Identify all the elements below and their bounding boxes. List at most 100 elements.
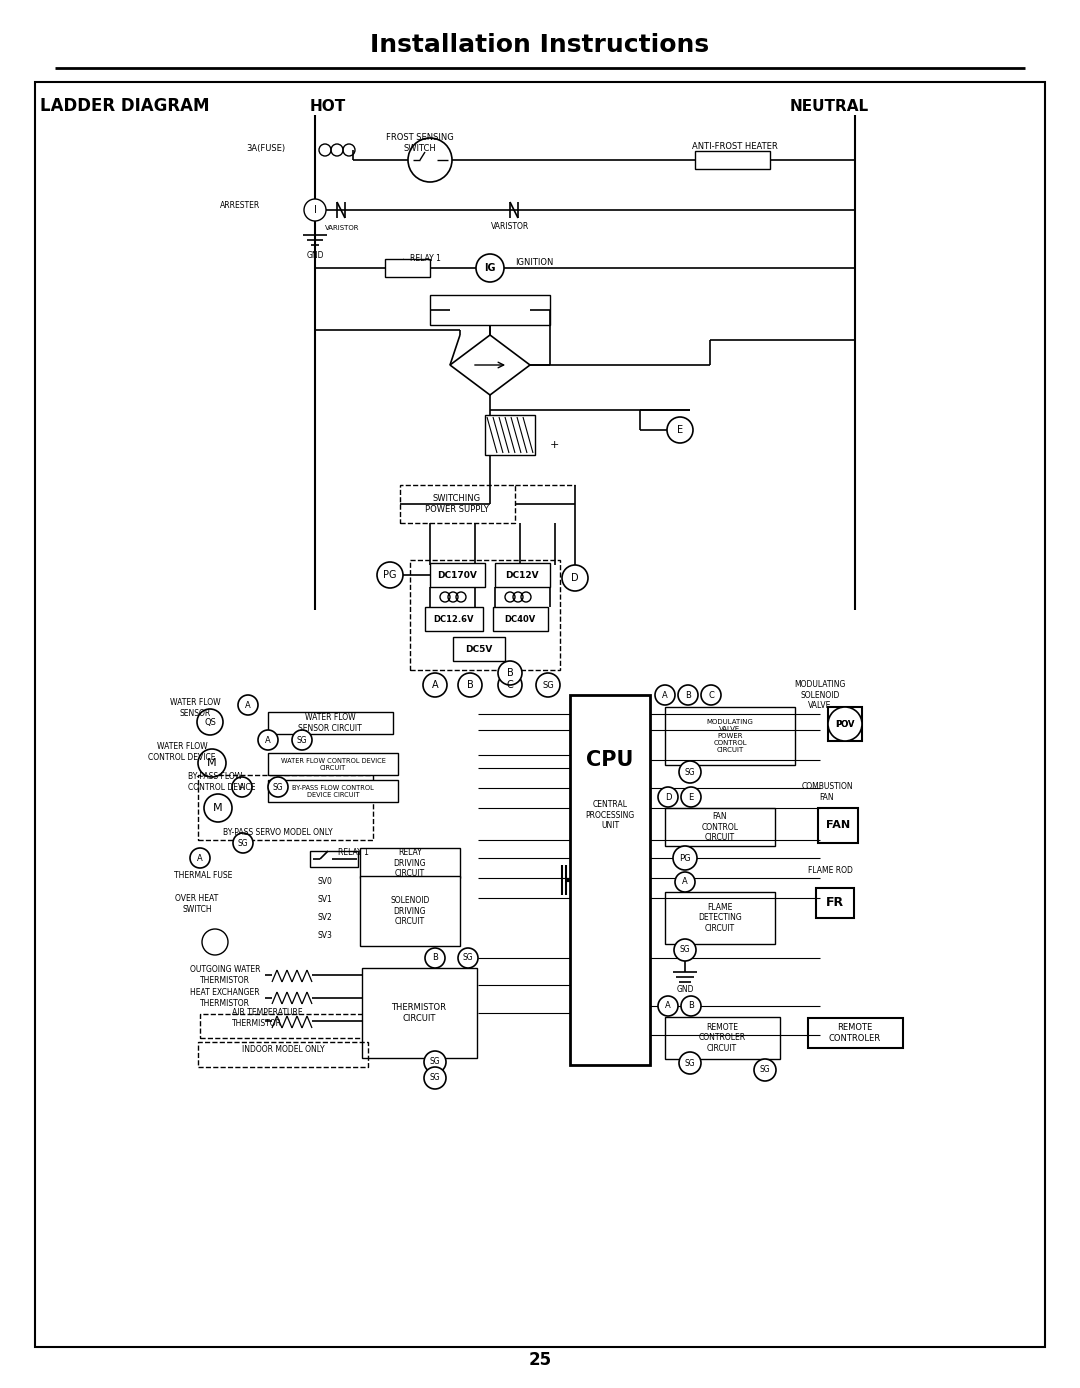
Circle shape: [681, 787, 701, 806]
Text: GND: GND: [676, 985, 693, 994]
Circle shape: [238, 695, 258, 715]
Bar: [400, 484, 515, 523]
Text: IGNITION: IGNITION: [515, 258, 553, 266]
Bar: [360, 848, 460, 879]
Text: REMOTE
CONTROLER
CIRCUIT: REMOTE CONTROLER CIRCUIT: [699, 1023, 745, 1053]
Text: A: A: [245, 701, 251, 709]
Text: RELAY 1: RELAY 1: [338, 848, 369, 856]
Circle shape: [204, 794, 232, 822]
Text: VARISTOR: VARISTOR: [491, 222, 529, 230]
Text: THERMISTOR
CIRCUIT: THERMISTOR CIRCUIT: [391, 1004, 446, 1023]
Bar: [570, 695, 650, 1065]
Text: B: B: [685, 690, 691, 700]
Bar: [198, 775, 373, 840]
Text: IG: IG: [484, 262, 496, 273]
Bar: [816, 888, 854, 917]
Text: AIR TEMPERATURE
THERMISTOR: AIR TEMPERATURE THERMISTOR: [232, 1008, 302, 1027]
Text: DC12V: DC12V: [505, 570, 539, 580]
Circle shape: [408, 137, 453, 182]
Bar: [268, 712, 393, 734]
Text: LADDER DIAGRAM: LADDER DIAGRAM: [40, 97, 210, 115]
Text: SG: SG: [685, 1059, 696, 1067]
Text: THERMAL FUSE: THERMAL FUSE: [174, 872, 232, 880]
Text: SG: SG: [759, 1066, 770, 1074]
Bar: [268, 754, 399, 775]
Text: HOT: HOT: [310, 99, 347, 114]
Circle shape: [667, 416, 693, 443]
Text: BY-PASS FLOW CONTROL
DEVICE CIRCUIT: BY-PASS FLOW CONTROL DEVICE CIRCUIT: [292, 784, 374, 798]
Circle shape: [679, 1052, 701, 1074]
Text: 3A(FUSE): 3A(FUSE): [246, 143, 285, 153]
Bar: [665, 1017, 780, 1059]
Circle shape: [498, 673, 522, 697]
Text: DC170V: DC170V: [437, 570, 477, 580]
Text: +: +: [550, 440, 559, 450]
Circle shape: [458, 673, 482, 697]
Text: FAN: FAN: [826, 820, 850, 830]
Circle shape: [536, 673, 561, 697]
Text: ARRESTER: ARRESTER: [220, 200, 260, 210]
Text: SOLENOID
DRIVING
CIRCUIT: SOLENOID DRIVING CIRCUIT: [390, 897, 430, 926]
Text: A: A: [198, 854, 203, 862]
Text: A: A: [662, 690, 667, 700]
Circle shape: [673, 847, 697, 870]
Text: OUTGOING WATER
THERMISTOR: OUTGOING WATER THERMISTOR: [190, 965, 260, 984]
Circle shape: [202, 929, 228, 955]
Text: REMOTE
CONTROLER: REMOTE CONTROLER: [829, 1023, 881, 1042]
Circle shape: [678, 686, 698, 705]
Text: OVER HEAT
SWITCH: OVER HEAT SWITCH: [175, 894, 218, 913]
Text: SG: SG: [430, 1073, 441, 1083]
Circle shape: [233, 833, 253, 854]
Text: SWITCHING
POWER SUPPLY: SWITCHING POWER SUPPLY: [426, 494, 489, 514]
Circle shape: [303, 198, 326, 221]
Text: D: D: [571, 573, 579, 583]
Text: BY-PASS SERVO MODEL ONLY: BY-PASS SERVO MODEL ONLY: [224, 827, 333, 837]
Text: NEUTRAL: NEUTRAL: [789, 99, 869, 114]
Text: BY-PASS FLOW
CONTROL DEVICE: BY-PASS FLOW CONTROL DEVICE: [188, 772, 256, 791]
Circle shape: [426, 948, 445, 967]
Text: FROST SENSING
SWITCH: FROST SENSING SWITCH: [387, 133, 454, 153]
Circle shape: [424, 1051, 446, 1073]
Bar: [665, 706, 795, 765]
Bar: [362, 967, 477, 1058]
Bar: [818, 808, 858, 843]
Circle shape: [198, 750, 226, 777]
Circle shape: [674, 940, 696, 960]
Text: SG: SG: [238, 838, 248, 848]
Text: WATER FLOW
SENSOR CIRCUIT: WATER FLOW SENSOR CIRCUIT: [298, 713, 362, 733]
Circle shape: [258, 730, 278, 750]
Text: C: C: [708, 690, 714, 700]
Text: A: A: [265, 736, 271, 744]
Text: HEAT EXCHANGER
THERMISTOR: HEAT EXCHANGER THERMISTOR: [190, 988, 260, 1008]
Bar: [410, 559, 561, 670]
Circle shape: [658, 997, 678, 1016]
Text: DC5V: DC5V: [465, 644, 492, 654]
Circle shape: [828, 706, 862, 741]
Bar: [665, 808, 775, 847]
Text: SV1: SV1: [318, 895, 333, 905]
Bar: [495, 564, 550, 587]
Circle shape: [701, 686, 721, 705]
Text: MODULATING
VALVE
POWER
CONTROL
CIRCUIT: MODULATING VALVE POWER CONTROL CIRCUIT: [706, 719, 754, 754]
Text: A: A: [432, 680, 438, 690]
Text: VARISTOR: VARISTOR: [325, 225, 360, 230]
Text: FLAME ROD: FLAME ROD: [808, 866, 852, 874]
Text: SV2: SV2: [318, 913, 333, 923]
Text: DC40V: DC40V: [504, 615, 536, 623]
Text: WATER FLOW CONTROL DEVICE
CIRCUIT: WATER FLOW CONTROL DEVICE CIRCUIT: [281, 758, 386, 770]
Text: M: M: [207, 758, 217, 768]
Bar: [268, 780, 399, 802]
Text: SG: SG: [297, 736, 308, 744]
Text: A: A: [683, 877, 688, 887]
Text: PG: PG: [679, 854, 691, 862]
Bar: [426, 607, 483, 632]
Text: SG: SG: [462, 954, 473, 962]
Bar: [200, 1015, 365, 1038]
Circle shape: [654, 686, 675, 705]
Text: SG: SG: [685, 768, 696, 776]
Text: CENTRAL
PROCESSING
UNIT: CENTRAL PROCESSING UNIT: [585, 799, 635, 830]
Text: PG: PG: [383, 570, 396, 580]
Text: 25: 25: [528, 1351, 552, 1369]
Text: COMBUSTION
FAN: COMBUSTION FAN: [801, 783, 853, 802]
Text: DC12.6V: DC12.6V: [434, 615, 474, 623]
